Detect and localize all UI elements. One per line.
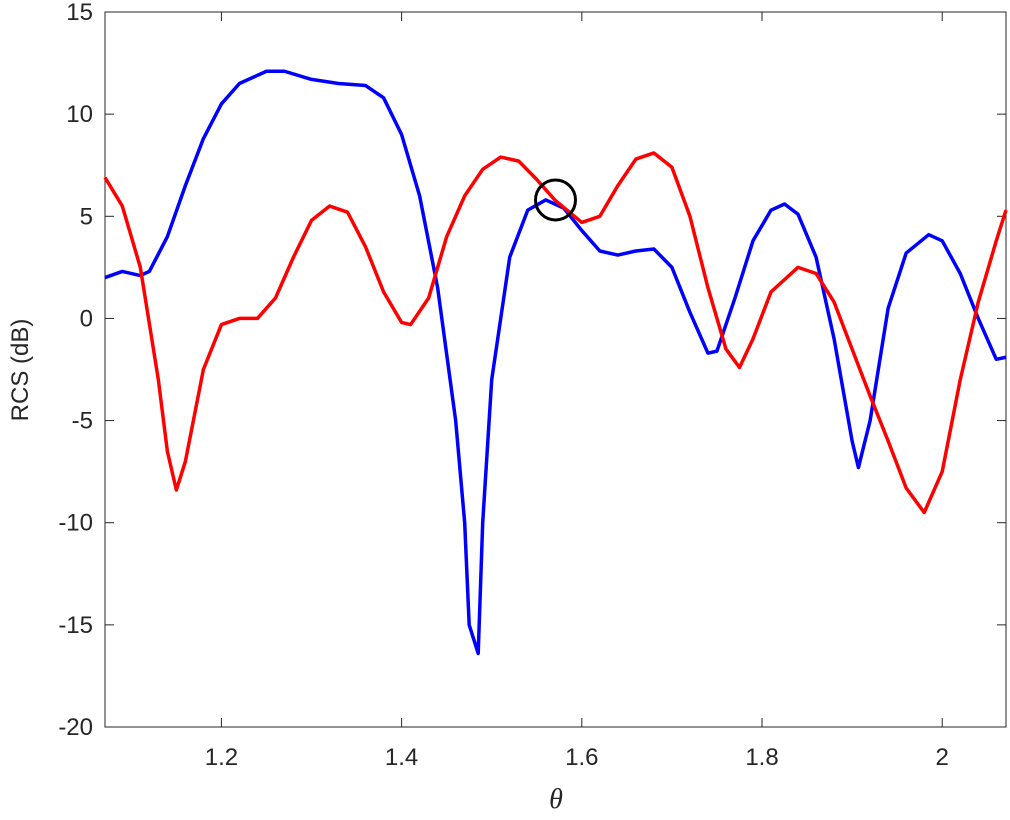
- x-tick-label: 1.6: [565, 744, 598, 771]
- y-tick-label: -20: [58, 714, 93, 741]
- y-tick-label: 0: [80, 305, 93, 332]
- y-tick-label: -5: [72, 408, 93, 435]
- x-axis-label: θ: [549, 784, 563, 815]
- marker: [534, 178, 577, 222]
- line: [103, 151, 1008, 515]
- x-tick-label: 1.2: [205, 744, 238, 771]
- x-tick-label: 2: [936, 744, 949, 771]
- y-tick-label: 15: [66, 0, 93, 26]
- y-tick-label: -10: [58, 510, 93, 537]
- x-tick-label: 1.8: [745, 744, 778, 771]
- y-tick-label: 5: [80, 203, 93, 230]
- y-axis-label: RCS (dB): [7, 319, 34, 422]
- y-tick-label: 10: [66, 101, 93, 128]
- y-tick-label: -15: [58, 612, 93, 639]
- plot-area: [104, 11, 1007, 728]
- x-tick-label: 1.4: [385, 744, 418, 771]
